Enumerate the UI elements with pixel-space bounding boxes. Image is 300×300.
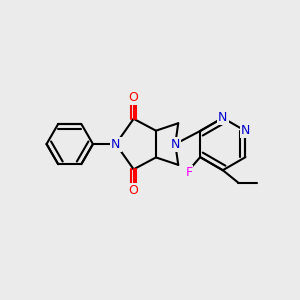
Text: N: N xyxy=(171,138,180,151)
Text: O: O xyxy=(129,92,139,104)
Text: N: N xyxy=(241,124,250,137)
Text: F: F xyxy=(185,166,192,179)
Text: O: O xyxy=(129,184,139,196)
Text: N: N xyxy=(218,111,227,124)
Text: N: N xyxy=(111,138,121,151)
